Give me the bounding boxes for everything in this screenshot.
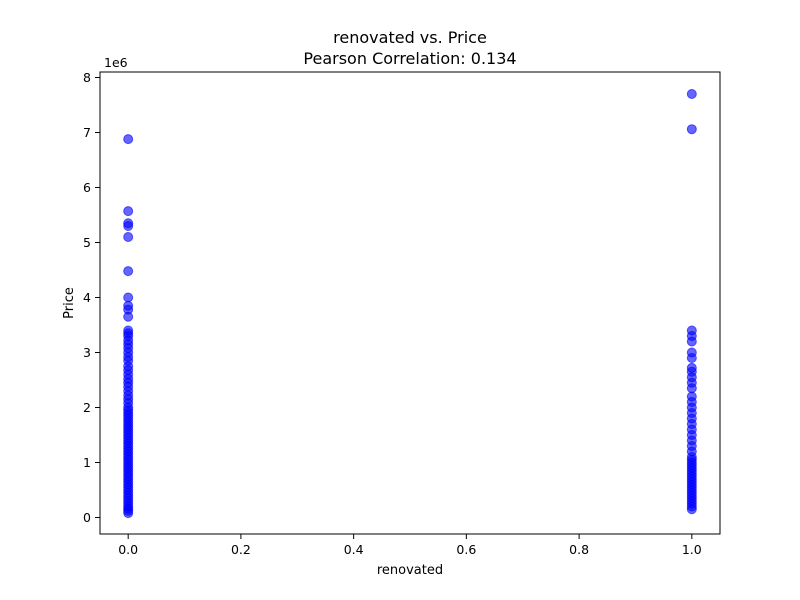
data-point [123, 232, 134, 242]
data-point [686, 362, 697, 373]
chart-subtitle: Pearson Correlation: 0.134 [303, 49, 516, 68]
data-point [686, 89, 697, 99]
x-tick-label: 1.0 [682, 542, 702, 557]
y-tick-label: 6 [83, 180, 91, 195]
data-point [123, 206, 134, 217]
data-points [123, 89, 697, 519]
data-point [123, 218, 134, 229]
x-tick-label: 0.4 [344, 542, 364, 557]
data-point [686, 347, 697, 358]
y-tick-label: 0 [83, 510, 91, 525]
data-point [686, 325, 697, 336]
data-point [686, 124, 697, 135]
y-tick-label: 5 [83, 235, 91, 250]
y-tick-label: 2 [83, 400, 91, 415]
x-tick-label: 0.6 [456, 542, 476, 557]
data-point [123, 266, 134, 277]
y-tick-label: 8 [83, 70, 91, 85]
y-axis-ticks: 0 1 2 3 4 5 6 7 8 [83, 70, 100, 525]
chart-title: renovated vs. Price [333, 28, 487, 47]
data-point [123, 325, 134, 336]
x-tick-label: 0.8 [569, 542, 589, 557]
x-tick-label: 0.2 [231, 542, 251, 557]
y-tick-label: 7 [83, 125, 91, 140]
data-point [123, 300, 134, 311]
y-tick-label: 3 [83, 345, 91, 360]
x-tick-label: 0.0 [118, 542, 138, 557]
data-point [686, 391, 697, 402]
plot-frame [99, 71, 721, 535]
x-axis-label: renovated [377, 563, 443, 578]
data-point [123, 134, 134, 145]
y-offset-label: 1e6 [104, 55, 128, 70]
y-tick-label: 1 [83, 455, 91, 470]
x-axis-ticks: 0.0 0.2 0.4 0.6 0.8 1.0 [118, 534, 702, 557]
y-axis-label: Price [62, 287, 77, 319]
y-tick-label: 4 [83, 290, 91, 305]
data-point [123, 292, 134, 303]
